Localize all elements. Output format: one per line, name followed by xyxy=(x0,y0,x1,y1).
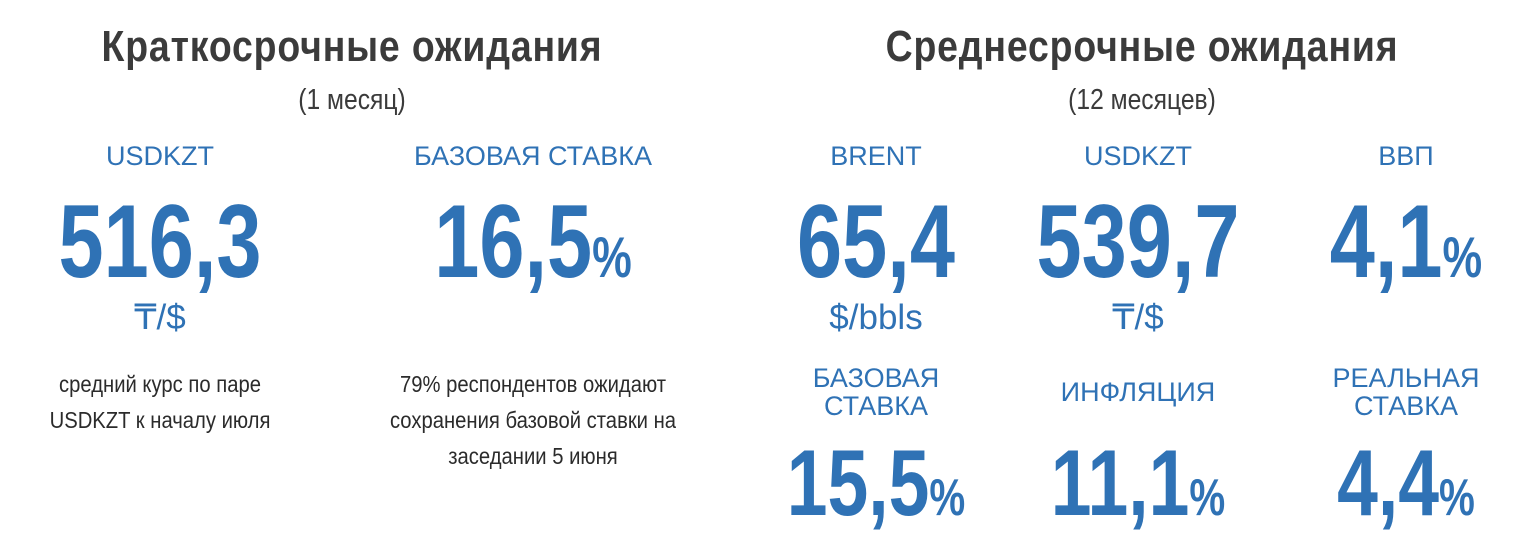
value-suffix: % xyxy=(1189,468,1226,526)
value-suffix: % xyxy=(1439,468,1475,526)
note-line: USDKZT к началу июля xyxy=(49,407,271,433)
value-number: 539,7 xyxy=(1036,184,1240,300)
value: 16,5% xyxy=(434,190,632,308)
value: 516,3 xyxy=(58,190,261,294)
unit: ₸/$ xyxy=(1112,298,1164,337)
label: ВВП xyxy=(1378,141,1434,171)
value: 539,7 xyxy=(1036,190,1239,294)
value: 15,5% xyxy=(787,436,966,542)
label: РЕАЛЬНАЯ СТАВКА xyxy=(1332,364,1479,420)
section-subtitle: (12 месяцев) xyxy=(1068,84,1216,116)
section-subtitle: (1 месяц) xyxy=(298,84,406,116)
value-number: 4,1 xyxy=(1329,184,1443,300)
unit: ₸/$ xyxy=(134,298,186,337)
value-number: 15,5 xyxy=(786,430,930,535)
value-number: 516,3 xyxy=(58,184,262,300)
label-line: РЕАЛЬНАЯ xyxy=(1332,363,1480,393)
label-line: СТАВКА xyxy=(1354,391,1458,421)
label: ИНФЛЯЦИЯ xyxy=(1060,377,1216,407)
note-line: сохранения базовой ставки на xyxy=(389,407,677,433)
note: 79% респондентов ожидают сохранения базов… xyxy=(390,366,676,474)
note-line: средний курс по паре xyxy=(59,371,261,397)
value: 11,1% xyxy=(1051,436,1226,542)
value-suffix: % xyxy=(1442,226,1483,290)
value: 65,4 xyxy=(797,190,955,294)
label: BRENT xyxy=(830,141,922,171)
value-number: 4,4 xyxy=(1337,430,1440,535)
note: средний курс по паре USDKZT к началу июля xyxy=(50,366,271,438)
label-line: БАЗОВАЯ xyxy=(812,363,940,393)
section-title: Краткосрочные ожидания xyxy=(101,22,603,71)
label: БАЗОВАЯ СТАВКА xyxy=(813,364,939,420)
value-number: 11,1 xyxy=(1050,430,1190,535)
value: 4,1% xyxy=(1330,190,1483,308)
value-number: 65,4 xyxy=(797,184,955,300)
value-suffix: % xyxy=(929,468,966,526)
value-suffix: % xyxy=(592,226,632,290)
value-number: 16,5 xyxy=(434,184,593,300)
note-line: 79% респондентов ожидают xyxy=(399,371,667,397)
value: 4,4% xyxy=(1337,436,1475,542)
label: USDKZT xyxy=(1084,141,1192,171)
label: USDKZT xyxy=(106,141,214,171)
section-title: Среднесрочные ожидания xyxy=(885,22,1399,71)
label-line: СТАВКА xyxy=(824,391,928,421)
label: БАЗОВАЯ СТАВКА xyxy=(414,141,652,171)
unit: $/bbls xyxy=(829,298,923,337)
note-line: заседании 5 июня xyxy=(448,443,618,469)
